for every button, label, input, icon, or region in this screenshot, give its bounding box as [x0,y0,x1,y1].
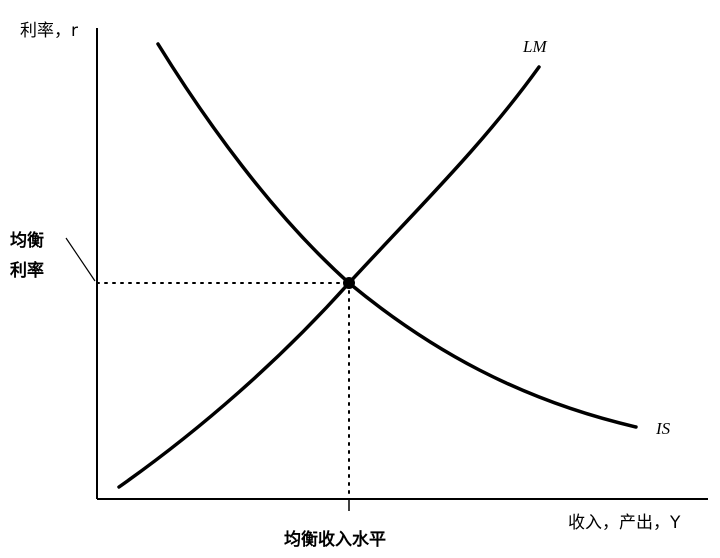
lm-curve-label: LM [522,37,547,56]
equilibrium-income-label: 均衡收入水平 [284,529,386,550]
equilibrium-rate-label-line2: 利率 [10,260,44,281]
is-curve-label: IS [655,419,671,438]
lm-curve [117,65,541,489]
equilibrium-rate-leader [65,237,96,282]
equilibrium-point [343,277,355,289]
y-axis-label: 利率，r [20,21,78,41]
x-axis-label: 收入，产出，Y [568,513,681,533]
equilibrium-rate-label-line1: 均衡 [10,230,44,251]
is-curve [156,42,638,429]
